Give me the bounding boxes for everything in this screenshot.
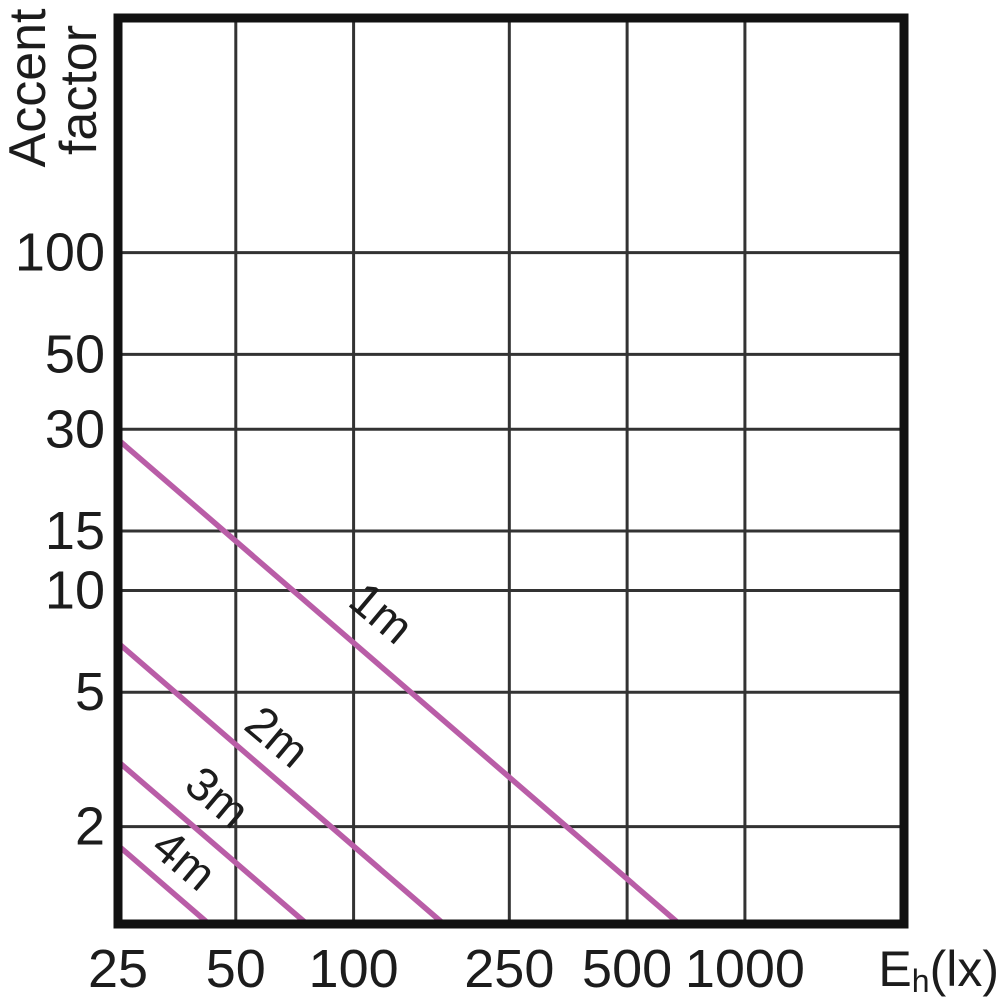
series-label-4m: 4m <box>143 818 227 901</box>
x-tick-labels: 25 50 100 250 500 1000 <box>88 939 805 999</box>
x-tick-label-100: 100 <box>309 939 399 999</box>
y-axis-title-line1: Accent <box>0 8 57 168</box>
y-tick-label-50: 50 <box>45 324 105 384</box>
y-axis-title-line2: factor <box>50 25 108 155</box>
series-line-1m <box>116 437 682 927</box>
plot-border <box>113 13 909 929</box>
series-line-2m <box>116 640 446 927</box>
x-tick-label-1000: 1000 <box>685 939 805 999</box>
series-label-2m: 2m <box>236 695 320 778</box>
x-tick-label-500: 500 <box>582 939 672 999</box>
y-tick-label-5: 5 <box>75 662 105 722</box>
y-tick-label-2: 2 <box>75 797 105 857</box>
x-axis-title: Eh(lx) <box>878 941 999 999</box>
y-tick-label-100: 100 <box>15 223 105 283</box>
grid-layer <box>116 18 904 924</box>
x-tick-label-250: 250 <box>464 939 554 999</box>
series-line-4m <box>116 843 211 927</box>
series-layer <box>116 437 682 927</box>
y-tick-label-15: 15 <box>45 501 105 561</box>
y-tick-label-10: 10 <box>45 561 105 621</box>
x-tick-label-50: 50 <box>206 939 266 999</box>
x-tick-label-25: 25 <box>88 939 148 999</box>
y-tick-label-30: 30 <box>45 399 105 459</box>
series-line-3m <box>116 759 309 927</box>
